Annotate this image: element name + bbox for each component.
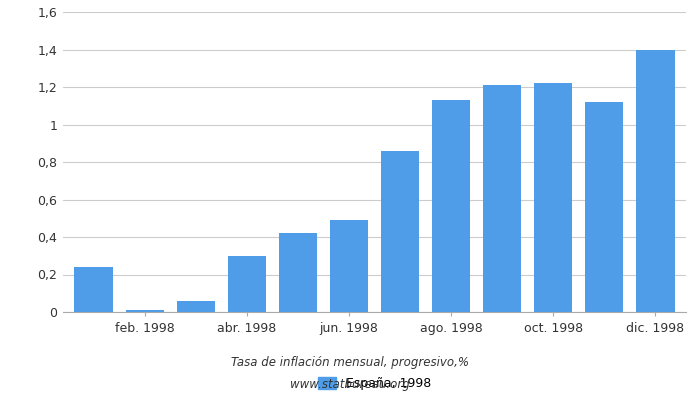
Bar	[534, 83, 573, 312]
Bar	[381, 151, 419, 312]
Bar	[279, 233, 317, 312]
Legend: España, 1998: España, 1998	[312, 372, 437, 395]
Bar	[74, 267, 113, 312]
Text: www.statbureau.org: www.statbureau.org	[290, 378, 410, 391]
Bar	[125, 310, 164, 312]
Bar	[636, 50, 675, 312]
Bar	[228, 256, 266, 312]
Text: Tasa de inflación mensual, progresivo,%: Tasa de inflación mensual, progresivo,%	[231, 356, 469, 369]
Bar	[330, 220, 368, 312]
Bar	[585, 102, 624, 312]
Bar	[483, 85, 522, 312]
Bar	[176, 301, 215, 312]
Bar	[432, 100, 470, 312]
